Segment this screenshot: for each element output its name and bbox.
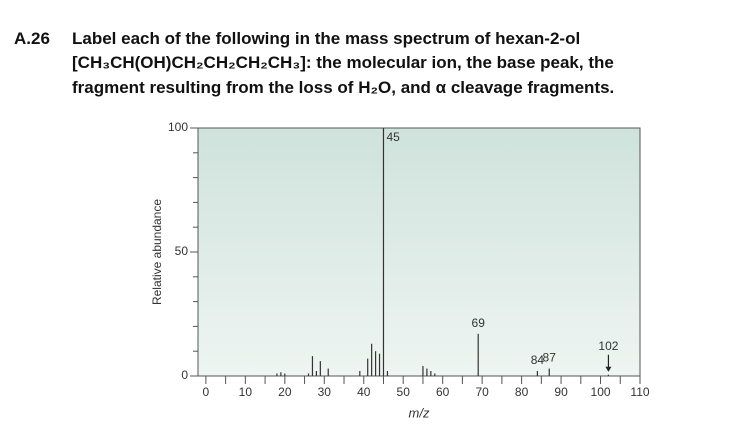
problem-line: Label each of the following in the mass … — [72, 29, 580, 48]
problem-line: [CH₃CH(OH)CH₂CH₂CH₂CH₃]: the molecular i… — [72, 53, 614, 72]
problem-line: fragment resulting from the loss of H₂O,… — [72, 78, 614, 97]
peak-arrow-head — [605, 366, 612, 372]
y-tick-label: 50 — [175, 244, 189, 258]
x-tick-label: 50 — [397, 385, 411, 399]
x-tick-label: 110 — [630, 385, 649, 399]
peak-label: 45 — [386, 130, 400, 144]
x-tick-label: 10 — [239, 385, 253, 399]
problem-number: A.26 — [14, 29, 50, 48]
x-tick-label: 70 — [475, 385, 489, 399]
peak-label: 69 — [472, 316, 486, 330]
peak-label: 87 — [543, 351, 557, 365]
y-axis-label: Relative abundance — [150, 199, 164, 305]
y-tick-label: 100 — [168, 120, 188, 134]
peak-label: 84 — [531, 353, 545, 367]
plot-area — [197, 127, 641, 377]
peak-label: 102 — [598, 339, 618, 353]
x-tick-label: 60 — [436, 385, 450, 399]
x-tick-label: 20 — [278, 385, 292, 399]
x-axis-label: m/z — [409, 405, 430, 420]
x-tick-label: 100 — [591, 385, 611, 399]
x-tick-label: 30 — [318, 385, 332, 399]
x-tick-label: 90 — [554, 385, 568, 399]
x-tick-label: 0 — [203, 385, 210, 399]
y-tick-label: 0 — [181, 368, 188, 382]
x-tick-label: 80 — [515, 385, 529, 399]
x-tick-label: 40 — [357, 385, 371, 399]
